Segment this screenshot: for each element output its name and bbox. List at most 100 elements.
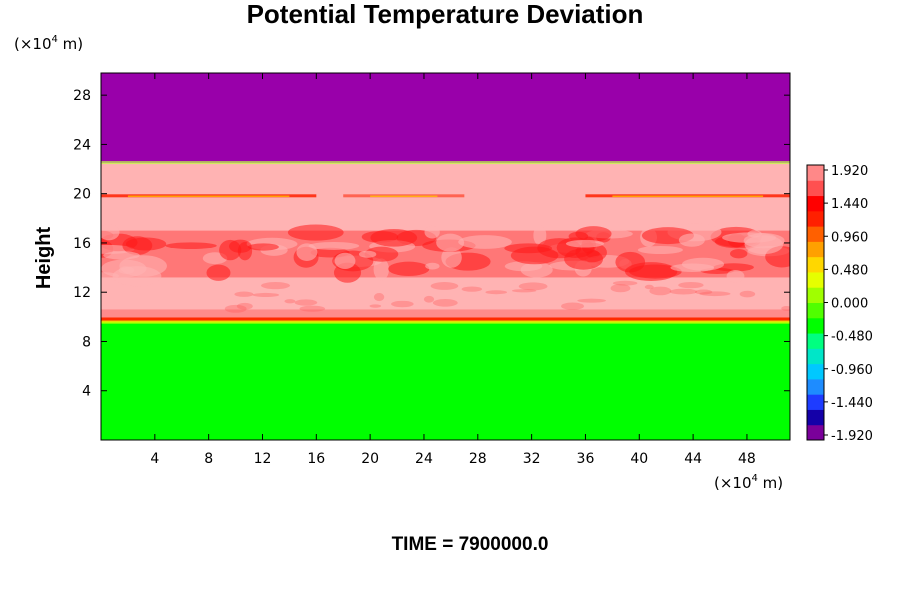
colorbar-swatch [807,394,824,410]
boundary-band-yellow [101,320,790,324]
small-eddy [561,302,585,310]
small-eddy [423,295,435,303]
colorbar-swatch [807,271,824,288]
eddy [678,233,705,247]
colorbar-tick-label: 0.960 [831,230,868,245]
colorbar-swatch [807,333,824,349]
small-eddy [284,299,296,304]
small-eddy [739,290,756,298]
colorbar-swatch [807,195,824,212]
boundary-band-low [101,317,790,322]
colorbar-tick-label: 0.480 [831,263,868,278]
colorbar-tick-label: 1.440 [831,197,868,212]
eddy [103,251,140,260]
eddy [564,248,604,270]
eddy [424,225,440,239]
colorbar-swatch [807,180,824,197]
colorbar-swatch [807,378,824,395]
eddy [358,250,377,258]
small-eddy [699,291,731,297]
colorbar-tick-label: -0.960 [831,363,873,378]
colorbar-swatch [807,348,824,365]
y-axis-ticks: 4 8 12 16 20 24 28 [73,88,790,400]
colorbar-tick-label: 0.000 [831,297,868,312]
small-eddy [294,299,318,306]
colorbar-swatch [807,256,824,273]
small-eddy [678,281,704,289]
y-tick-label: 16 [73,236,91,252]
eddy [425,262,440,270]
small-eddy [391,300,414,308]
colorbar: 1.920 1.440 0.960 0.480 0.000 -0.480 -0.960 -1.… [806,164,873,444]
small-eddy [669,288,698,295]
small-eddy [432,299,458,307]
small-eddy [612,280,638,286]
small-eddy [694,289,713,295]
colorbar-tick-label: 1.920 [831,164,868,179]
eddy [287,224,344,241]
small-eddy [461,286,483,292]
colorbar-swatch [807,241,824,258]
x-tick-label: 16 [307,451,325,467]
eddy [575,226,612,242]
small-eddy [644,284,654,290]
plot-frame [100,72,791,441]
eddy [247,243,279,251]
colorbar-swatch [807,210,824,227]
eddy [730,248,748,259]
eddy [533,225,547,246]
eddy [615,251,646,273]
y-tick-label: 8 [82,334,91,350]
x-tick-label: 48 [738,451,756,467]
colorbar-tick-label: -1.920 [831,429,873,444]
boundary-band-top [101,161,790,165]
small-eddy [649,286,672,296]
x-tick-label: 40 [630,451,648,467]
eddy [370,228,418,247]
eddy [364,246,399,262]
y-axis-unit: (×104 m) [14,34,83,53]
eddy [101,259,147,278]
colorbar-tick-label: -1.440 [831,396,873,411]
small-eddy [299,305,326,312]
eddy [458,235,512,249]
time-label: TIME = 7900000.0 [392,534,549,555]
x-tick-label: 8 [204,451,213,467]
eddy [101,224,120,241]
boundary-band-pink [101,309,790,318]
small-eddy [485,290,508,295]
eddy [308,242,360,250]
small-eddy [234,291,254,297]
eddy [441,247,462,268]
y-axis-label: Height [33,227,55,290]
x-tick-label: 36 [577,451,595,467]
small-eddy [236,302,253,310]
colorbar-swatch [807,317,824,334]
small-eddy [261,282,290,290]
chart-title: Potential Temperature Deviation [247,0,644,29]
small-eddy [369,304,382,308]
x-tick-label: 20 [361,451,379,467]
small-eddy [430,282,459,290]
warm-line-core-1 [370,195,438,198]
colorbar-swatch [807,302,824,319]
eddy [565,239,605,248]
x-axis-ticks: 4 8 12 16 20 24 28 32 36 40 44 48 [150,73,756,467]
y-tick-label: 24 [73,137,91,153]
colorbar-swatch [807,409,824,426]
eddy [670,263,715,273]
eddy [165,242,217,250]
x-axis-unit: (×104 m) [714,473,783,492]
warm-line-core-0 [127,195,290,198]
small-eddy [511,289,537,293]
eddy [125,237,167,251]
y-tick-label: 12 [73,285,91,301]
x-tick-label: 24 [415,451,433,467]
small-eddy [577,298,607,303]
eddy [388,261,430,277]
y-tick-label: 20 [73,187,91,203]
eddy [334,252,356,270]
small-eddy [781,306,790,311]
small-eddy [610,284,631,293]
